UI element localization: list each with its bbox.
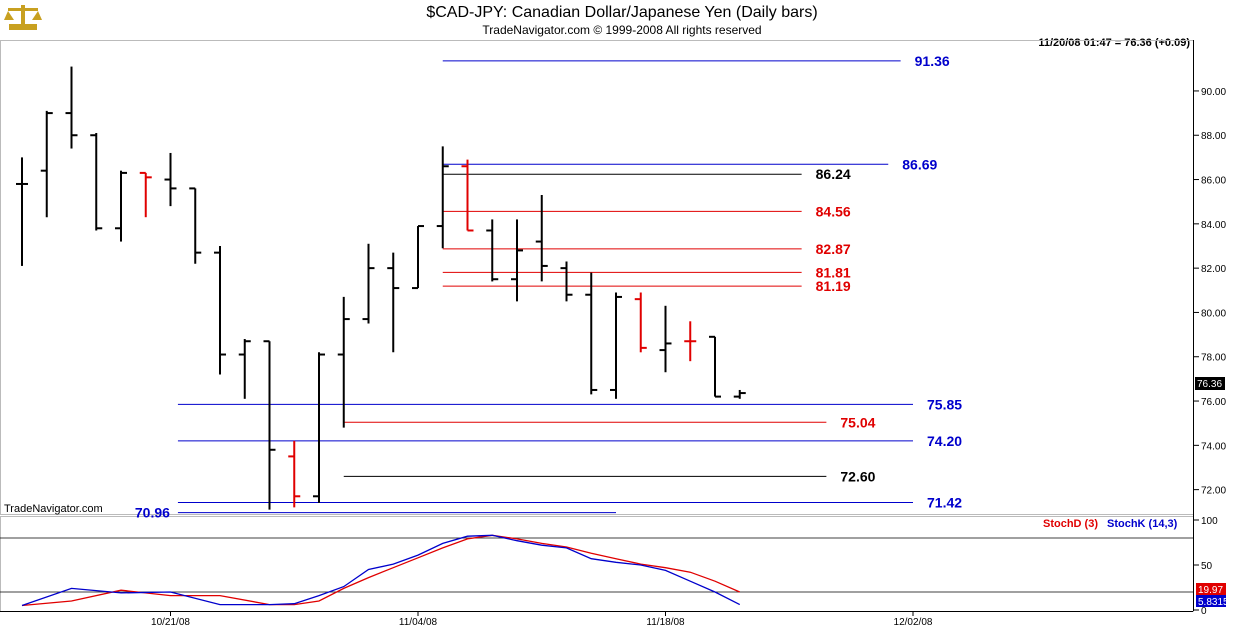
- ohlc-bar: [461, 159, 474, 232]
- y-tick-label: 80.00: [1201, 308, 1226, 319]
- level-label: 86.69: [902, 156, 937, 172]
- chart-title: $CAD-JPY: Canadian Dollar/Japanese Yen (…: [426, 4, 817, 21]
- y-tick-label: 82.00: [1201, 264, 1226, 275]
- indicator-y-axis: 100 50 0: [1193, 516, 1218, 617]
- x-tick-label: 12/02/08: [894, 617, 933, 628]
- level-label: 82.87: [816, 241, 851, 257]
- stochk-label: StochK (14,3): [1107, 518, 1178, 530]
- ohlc-bar: [610, 292, 622, 399]
- level-label: 86.24: [816, 166, 851, 182]
- x-tick-label: 11/18/08: [646, 617, 685, 628]
- ohlc-bar: [164, 152, 177, 207]
- ohlc-bar: [486, 219, 499, 282]
- logo: [4, 5, 42, 30]
- indicator-panel-frame: [0, 516, 1194, 612]
- stochd-value: 19.97: [1198, 585, 1223, 596]
- last-price-marker: 76.36: [1195, 377, 1225, 390]
- level-label: 72.60: [840, 468, 875, 484]
- indicator-tick-label: 0: [1201, 606, 1207, 617]
- level-label: 74.20: [927, 433, 962, 449]
- ohlc-bar: [115, 170, 127, 242]
- ohlc-bar: [412, 225, 424, 290]
- y-tick-label: 72.00: [1201, 486, 1226, 497]
- scales-icon: [4, 5, 42, 30]
- level-label: 75.04: [840, 414, 875, 430]
- stochk-line: [21, 534, 741, 607]
- ohlc-bar: [263, 340, 276, 510]
- y-tick-label: 84.00: [1201, 220, 1226, 231]
- ohlc-bar: [535, 195, 548, 282]
- stochd-line: [21, 534, 741, 607]
- date-x-axis: 10/21/08 11/04/08 11/18/08 12/02/08: [151, 611, 933, 628]
- level-label: 91.36: [915, 53, 950, 69]
- ohlc-bar: [40, 110, 53, 218]
- indicator-guides: [0, 537, 1193, 593]
- y-tick-label: 88.00: [1201, 131, 1226, 142]
- ohlc-bar: [238, 339, 251, 399]
- price-panel-frame: [0, 40, 1194, 515]
- level-label: 81.19: [816, 278, 851, 294]
- stochk-value: 5.8315: [1198, 597, 1229, 608]
- ohlc-bar: [511, 219, 523, 302]
- stochd-label: StochD (3): [1043, 518, 1098, 530]
- level-label: 70.96: [135, 505, 170, 521]
- level-label: 71.42: [927, 494, 962, 510]
- ohlc-bar: [585, 272, 598, 395]
- y-tick-label: 78.00: [1201, 353, 1226, 364]
- x-tick-label: 10/21/08: [151, 617, 190, 628]
- price-readout: 11/20/08 01:47 = 76.36 (+0.09): [1038, 37, 1190, 49]
- price-bars: [16, 66, 746, 510]
- ohlc-bar: [560, 261, 573, 302]
- level-label: 84.56: [816, 203, 851, 219]
- ohlc-bar: [214, 245, 226, 375]
- ohlc-bar: [288, 440, 301, 508]
- stochastic-lines: [21, 534, 741, 607]
- ohlc-bar: [387, 252, 400, 353]
- ohlc-bar: [436, 146, 449, 249]
- ohlc-bar: [313, 352, 325, 503]
- ohlc-bar: [337, 296, 350, 428]
- indicator-tick-label: 50: [1201, 561, 1213, 572]
- level-label: 75.85: [927, 396, 962, 412]
- watermark-text: TradeNavigator.com: [4, 503, 103, 515]
- ohlc-bar: [684, 321, 697, 362]
- ohlc-bar: [634, 292, 647, 353]
- ohlc-bar: [733, 389, 746, 399]
- x-tick-label: 11/04/08: [399, 617, 438, 628]
- ohlc-bar: [709, 335, 721, 398]
- level-label: 81.81: [816, 264, 851, 280]
- y-tick-label: 90.00: [1201, 87, 1226, 98]
- copyright-text: TradeNavigator.com © 1999-2008 All right…: [482, 23, 761, 37]
- ohlc-bar: [659, 305, 672, 373]
- ohlc-bar: [189, 187, 202, 264]
- y-tick-label: 76.00: [1201, 397, 1226, 408]
- indicator-tick-label: 100: [1201, 516, 1218, 527]
- price-y-axis: 90.00 88.00 86.00 84.00 82.00 80.00 78.00 76.00…: [1193, 87, 1226, 497]
- ohlc-bar: [65, 66, 78, 149]
- indicator-value-markers: 19.97 5.8315: [1196, 583, 1229, 608]
- ohlc-bar: [16, 157, 28, 266]
- ohlc-bar: [362, 243, 375, 324]
- ohlc-bar: [90, 133, 103, 231]
- y-tick-label: 86.00: [1201, 176, 1226, 187]
- ohlc-bar: [139, 171, 152, 218]
- last-price-label: 76.36: [1197, 379, 1222, 390]
- y-tick-label: 74.00: [1201, 441, 1226, 452]
